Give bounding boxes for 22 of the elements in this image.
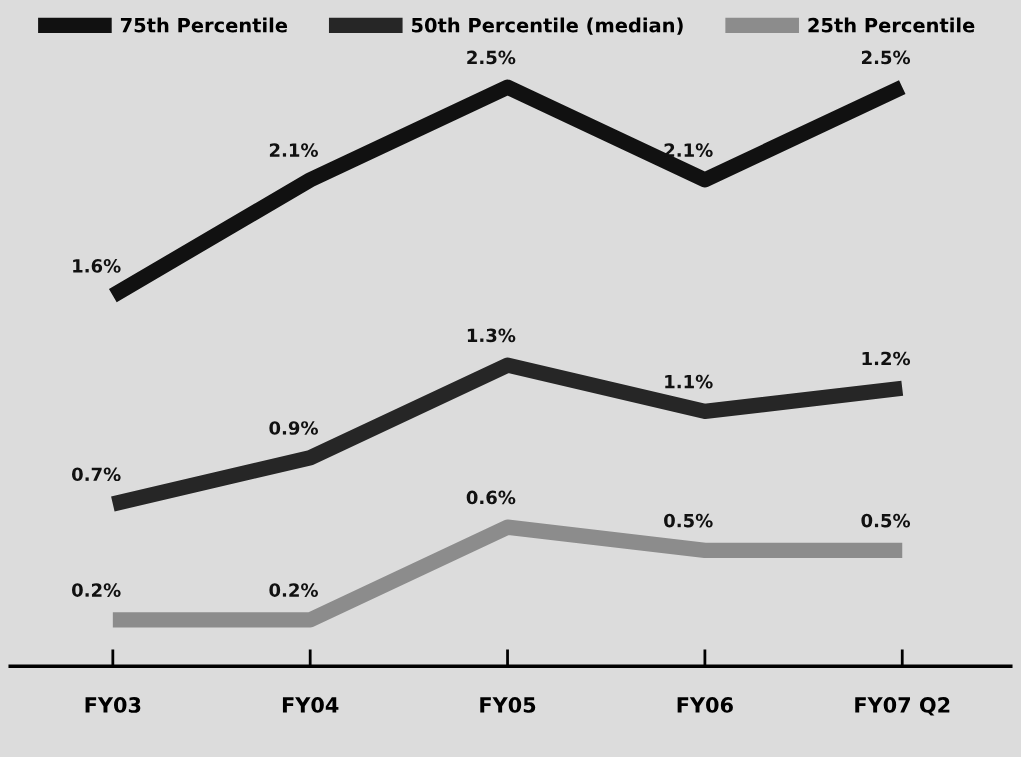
data-label: 1.2% [862, 351, 911, 366]
x-tick-label: FY04 [282, 697, 339, 713]
data-label: 0.6% [466, 490, 516, 505]
legend-label: 25th Percentile [808, 17, 975, 33]
data-label: 1.1% [665, 374, 713, 389]
data-label: 0.2% [269, 583, 318, 597]
data-label: 0.5% [664, 513, 713, 528]
data-label: 2.1% [269, 143, 318, 157]
data-label: 1.3% [467, 328, 516, 343]
data-label: 2.5% [467, 50, 516, 65]
x-tick-label: FY03 [85, 697, 141, 713]
data-label: 0.9% [269, 421, 318, 435]
data-label: 0.7% [71, 467, 121, 482]
data-label: 0.5% [861, 513, 911, 528]
x-tick-label: FY07 Q2 [855, 697, 950, 716]
x-tick-label: FY05 [480, 697, 536, 713]
legend-label: 75th Percentile [120, 17, 288, 33]
x-tick-label: FY06 [677, 697, 733, 713]
data-label: 0.2% [71, 583, 121, 597]
legend-label: 50th Percentile (median) [411, 17, 683, 35]
data-label: 2.5% [861, 50, 911, 65]
data-label: 1.6% [73, 259, 121, 273]
